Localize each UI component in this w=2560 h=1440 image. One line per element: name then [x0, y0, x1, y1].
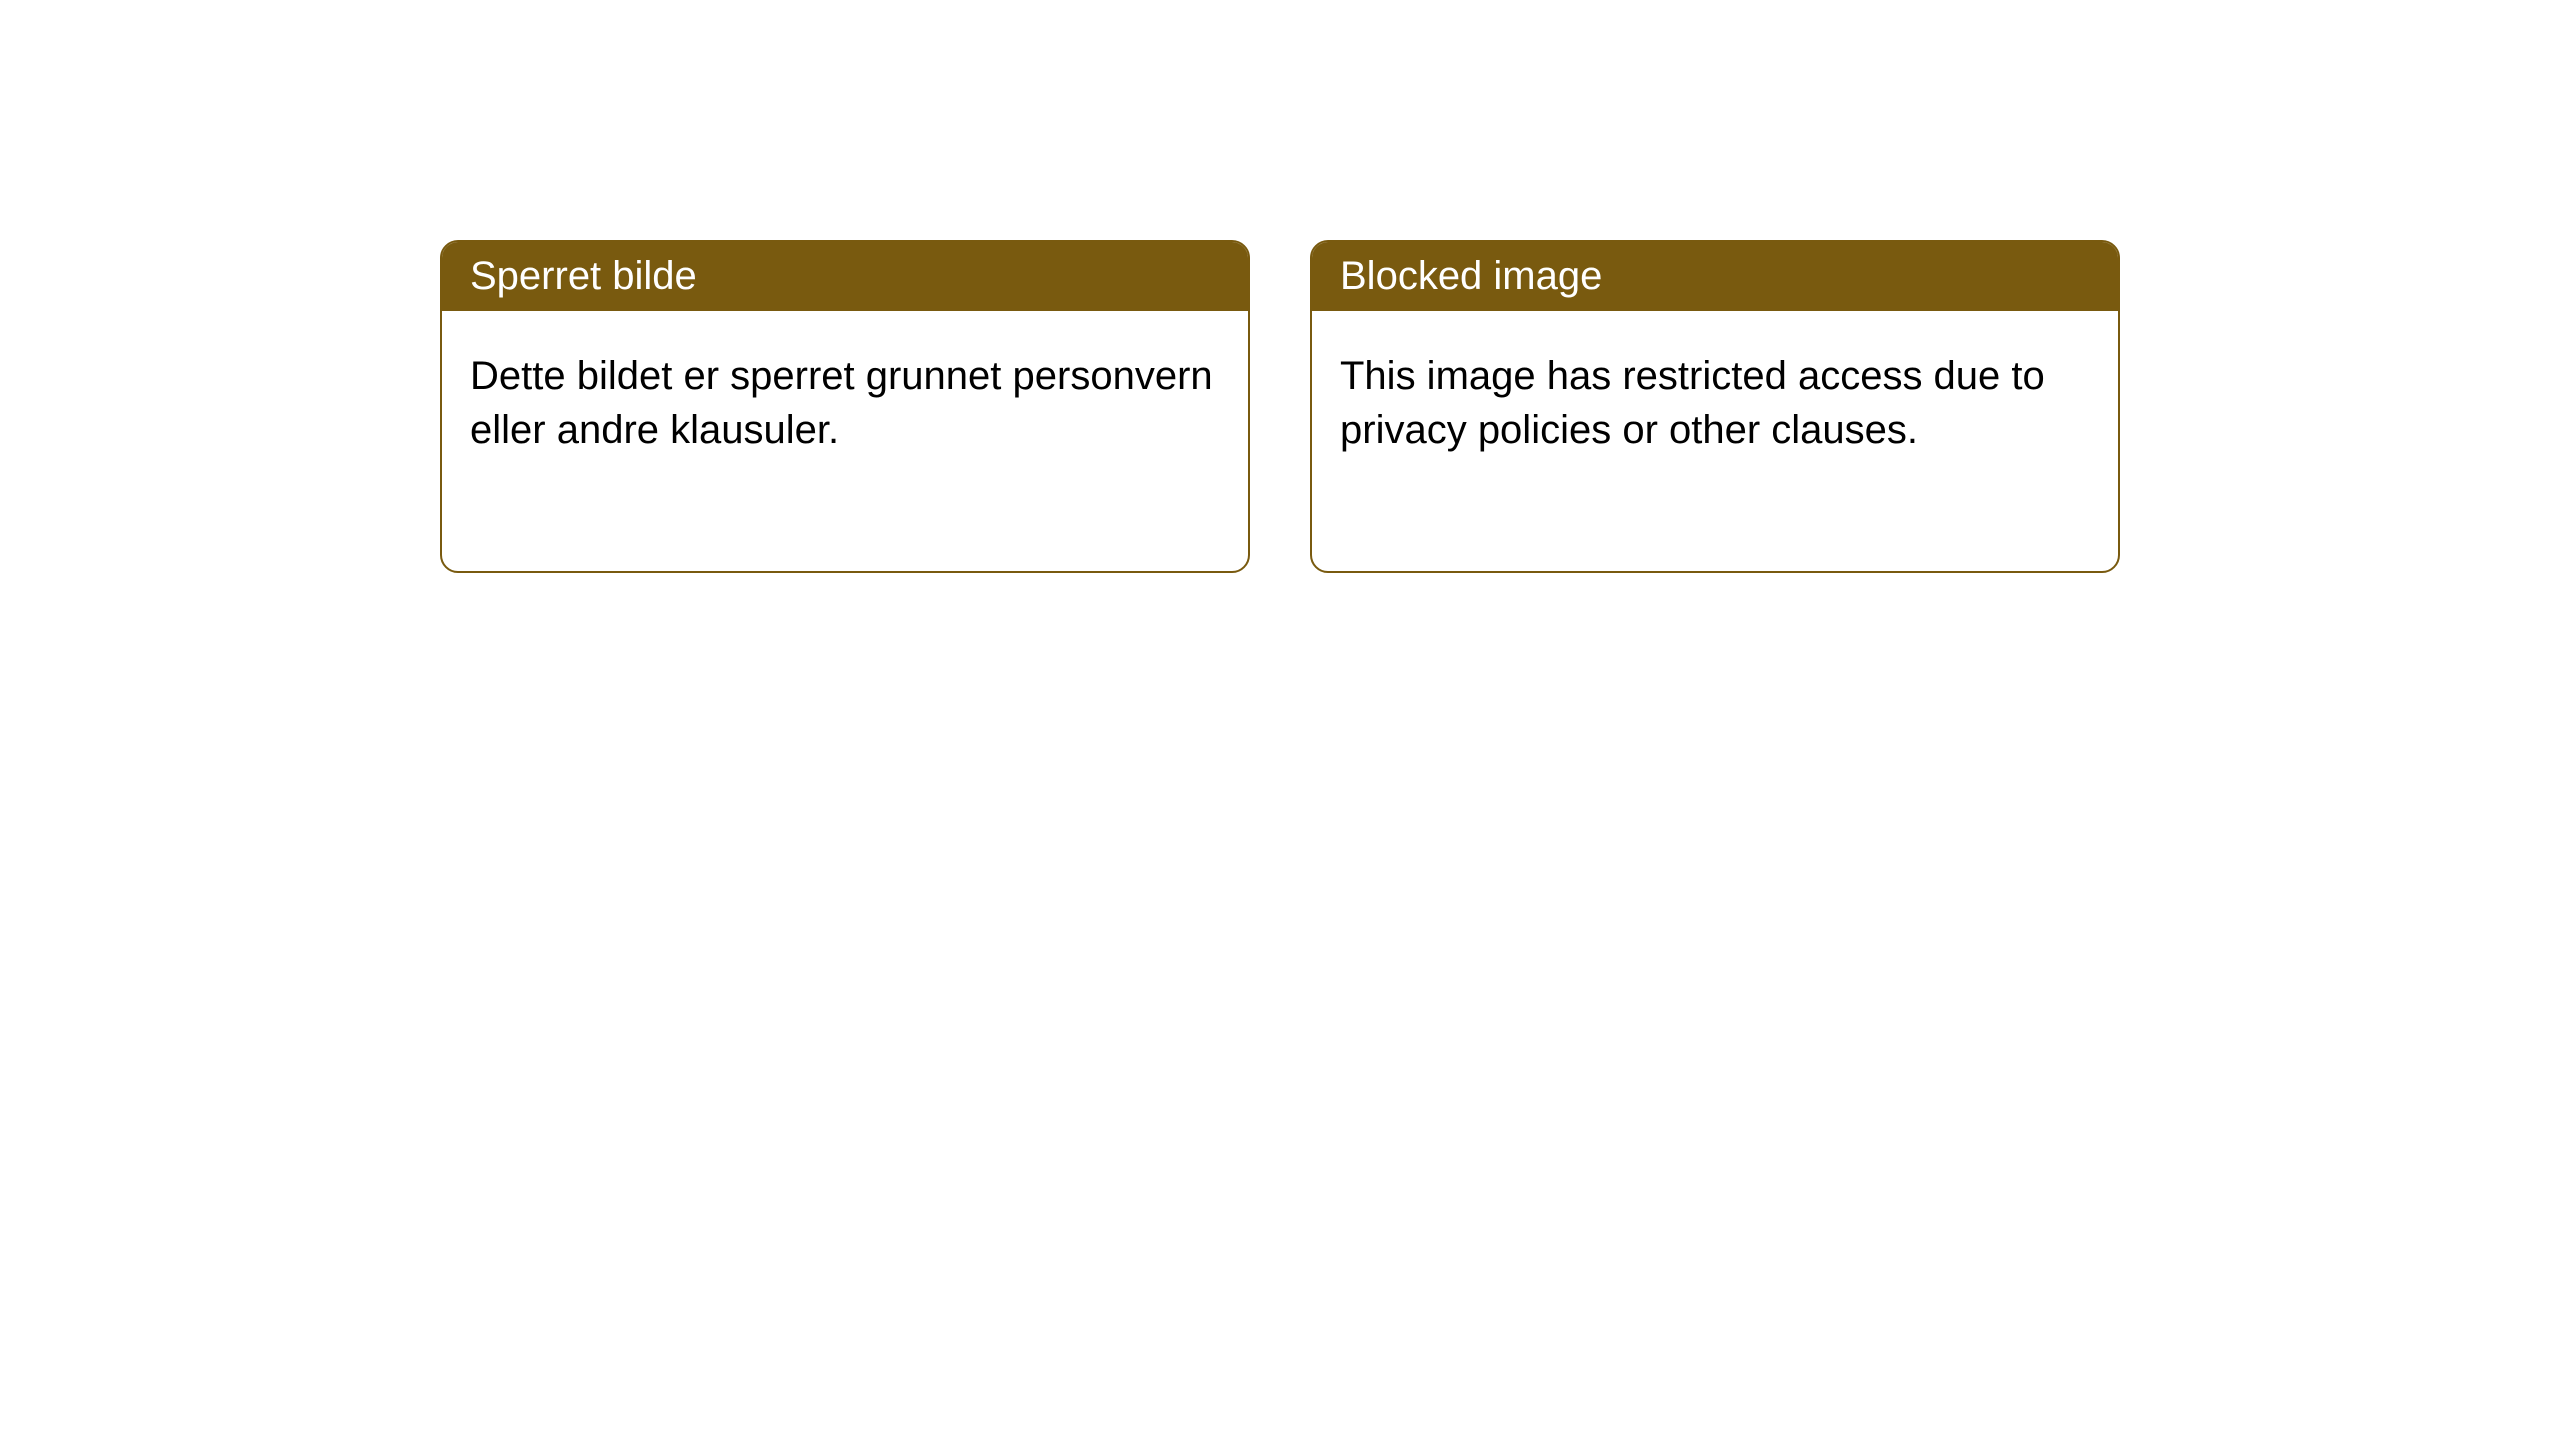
card-header-norwegian: Sperret bilde	[442, 242, 1248, 311]
card-body-text-norwegian: Dette bildet er sperret grunnet personve…	[470, 349, 1220, 457]
card-english: Blocked image This image has restricted …	[1310, 240, 2120, 573]
card-header-english: Blocked image	[1312, 242, 2118, 311]
card-title-english: Blocked image	[1340, 254, 1602, 298]
card-title-norwegian: Sperret bilde	[470, 254, 697, 298]
card-body-norwegian: Dette bildet er sperret grunnet personve…	[442, 311, 1248, 571]
card-body-english: This image has restricted access due to …	[1312, 311, 2118, 571]
cards-container: Sperret bilde Dette bildet er sperret gr…	[440, 240, 2560, 573]
card-norwegian: Sperret bilde Dette bildet er sperret gr…	[440, 240, 1250, 573]
card-body-text-english: This image has restricted access due to …	[1340, 349, 2090, 457]
